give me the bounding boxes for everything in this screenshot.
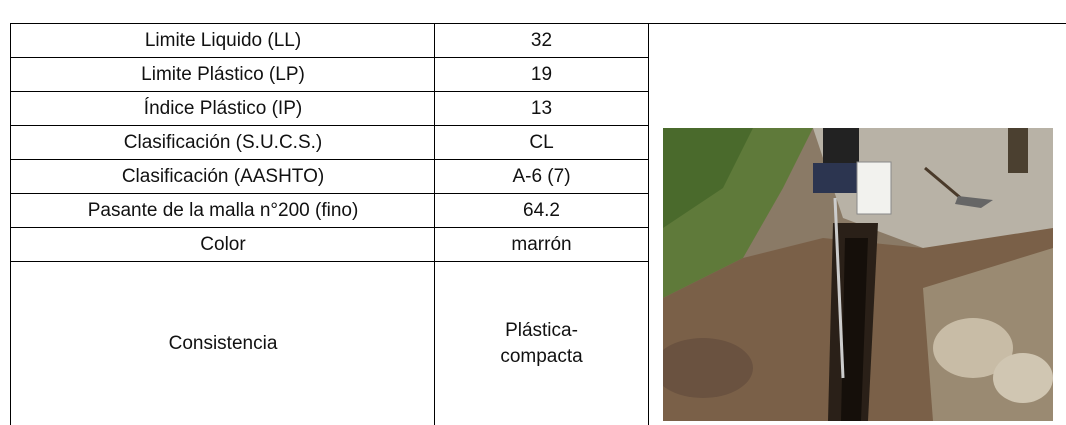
property-value: A-6 (7) [434,159,649,193]
cell-text: Índice Plástico (IP) [144,98,302,120]
property-value: marrón [434,227,649,261]
cell-text: Plástica-compacta [487,318,597,369]
table-border [648,23,1066,24]
cell-text: Limite Plástico (LP) [141,64,305,86]
trench-photo [663,128,1053,421]
cell-text: Color [200,234,245,256]
property-value: 32 [434,23,649,57]
property-name: Consistencia [10,261,435,425]
cell-text: 64.2 [523,200,560,222]
cell-text: A-6 (7) [512,166,570,188]
cell-text: marrón [511,234,571,256]
cell-text: Clasificación (S.U.C.S.) [124,132,323,154]
page: Limite Liquido (LL) 32 Limite Plástico (LP… [0,0,1066,425]
cell-text: Pasante de la malla n°200 (fino) [88,200,359,222]
property-name: Índice Plástico (IP) [10,91,435,125]
property-name: Clasificación (AASHTO) [10,159,435,193]
cell-text: Consistencia [169,333,278,355]
property-value: 19 [434,57,649,91]
property-name: Limite Plástico (LP) [10,57,435,91]
property-name: Color [10,227,435,261]
cell-text: CL [529,132,553,154]
property-name: Clasificación (S.U.C.S.) [10,125,435,159]
property-value: Plástica-compacta [434,261,649,425]
cell-text: Limite Liquido (LL) [145,30,301,52]
cell-text: 19 [531,64,552,86]
property-value: 64.2 [434,193,649,227]
cell-text: Clasificación (AASHTO) [122,166,324,188]
cell-text: 32 [531,30,552,52]
cell-text: 13 [531,98,552,120]
property-name: Pasante de la malla n°200 (fino) [10,193,435,227]
property-value: CL [434,125,649,159]
property-name: Limite Liquido (LL) [10,23,435,57]
property-value: 13 [434,91,649,125]
